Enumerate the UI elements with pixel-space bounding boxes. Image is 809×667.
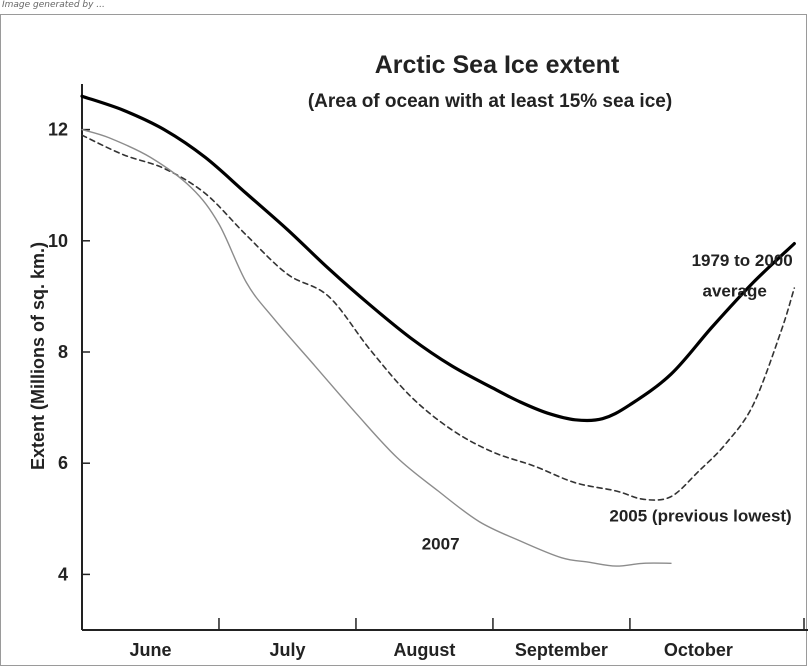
series-line-2007 <box>81 128 672 567</box>
y-tick-label: 10 <box>48 231 68 251</box>
y-tick-label: 4 <box>58 564 68 584</box>
x-month-label: July <box>269 640 305 660</box>
x-month-label: September <box>515 640 608 660</box>
annotation-layer: 1979 to 2000 average 2005 (previous lowest… <box>422 251 793 554</box>
y-tick-label: 12 <box>48 120 68 140</box>
y-tick-label: 6 <box>58 453 68 473</box>
chart-axes: 4 6 8 10 12 June July August September October Ext… <box>28 84 808 660</box>
x-month-label: August <box>393 640 455 660</box>
x-month-label: October <box>664 640 733 660</box>
y-tick-label: 8 <box>58 342 68 362</box>
series-annotation: 2007 <box>422 534 460 553</box>
x-month-label: June <box>129 640 171 660</box>
series-layer <box>80 94 796 567</box>
chart-frame <box>0 14 807 666</box>
header-note: Image generated by ... <box>2 0 105 10</box>
series-annotation: 1979 to 2000 <box>692 251 793 270</box>
series-line-average <box>80 94 796 423</box>
series-line-2005 <box>81 134 796 501</box>
series-annotation: average <box>703 281 767 300</box>
chart-title: Arctic Sea Ice extent <box>375 51 620 79</box>
y-axis-title: Extent (Millions of sq. km.) <box>28 242 48 470</box>
chart-subtitle: (Area of ocean with at least 15% sea ice… <box>308 91 672 112</box>
series-annotation: 2005 (previous lowest) <box>609 507 791 526</box>
